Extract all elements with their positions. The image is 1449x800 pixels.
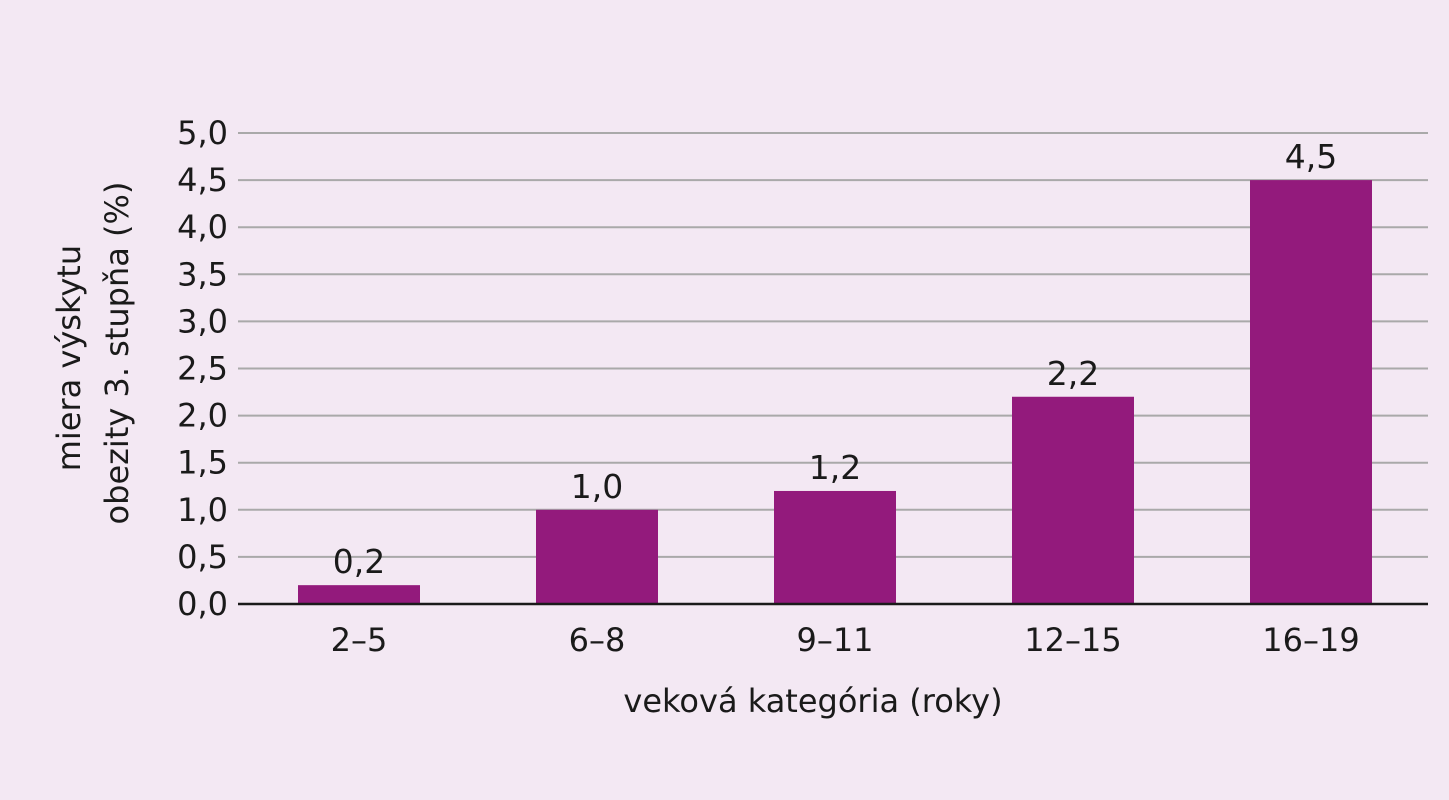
bar-12–15 [1012, 396, 1134, 604]
gridlines [238, 132, 1428, 558]
bars [298, 180, 1372, 604]
x-tick-label: 12–15 [1024, 621, 1121, 659]
bar-2–5 [298, 585, 420, 604]
x-tick-label: 6–8 [569, 621, 626, 659]
x-tick-label: 9–11 [796, 621, 873, 659]
bar-16–19 [1250, 180, 1372, 604]
y-tick-label: 3,0 [177, 302, 228, 340]
y-tick-label: 4,0 [177, 208, 228, 246]
data-label: 2,2 [1047, 354, 1099, 393]
data-label: 1,2 [809, 448, 861, 487]
y-tick-label: 2,0 [177, 397, 228, 435]
x-tick-label: 16–19 [1262, 621, 1359, 659]
bar-9–11 [774, 490, 896, 604]
labels: 0,0 0,5 1,0 1,5 2,0 2,5 3,0 3,5 4,0 4,5 5,0 0,2 2–5 1… [177, 114, 1360, 659]
y-tick-label: 1,5 [177, 444, 228, 482]
y-tick-label: 0,5 [177, 538, 228, 576]
y-tick-label: 3,5 [177, 255, 228, 293]
y-tick-label: 0,0 [177, 585, 228, 623]
data-label: 1,0 [571, 467, 623, 506]
x-tick-label: 2–5 [331, 621, 388, 659]
y-tick-label: 2,5 [177, 350, 228, 388]
data-label: 0,2 [333, 542, 385, 581]
y-axis-title-line-2: obezity 3. stupňa (%) [98, 182, 136, 525]
y-tick-label: 4,5 [177, 161, 228, 199]
bar-6–8 [536, 509, 658, 604]
y-axis-title: miera výskytu obezity 3. stupňa (%) [50, 182, 136, 525]
x-axis-title: veková kategória (roky) [623, 682, 1002, 720]
y-axis-title-line-1: miera výskytu [50, 245, 88, 471]
y-tick-label: 5,0 [177, 114, 228, 152]
data-label: 4,5 [1285, 137, 1337, 176]
y-tick-label: 1,0 [177, 491, 228, 529]
